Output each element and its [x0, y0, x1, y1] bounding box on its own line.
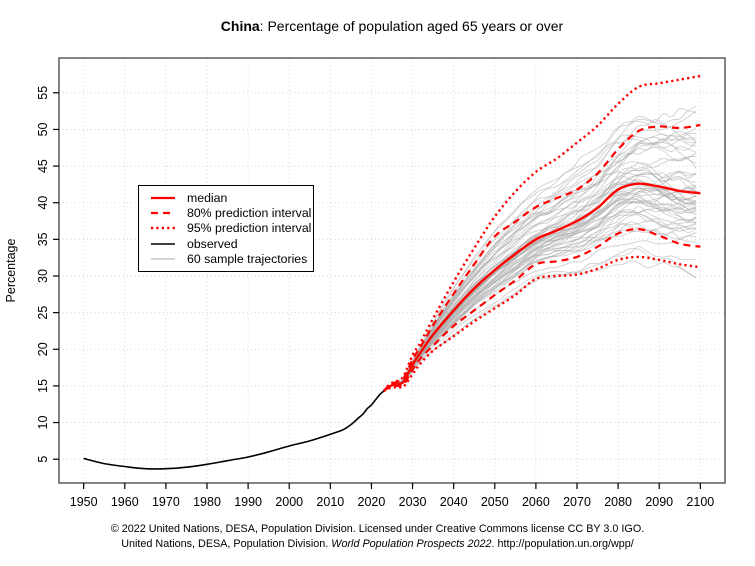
legend-item-trajectories: 60 sample trajectories [139, 252, 313, 267]
trajectory-line [383, 199, 697, 392]
trajectory-line [383, 247, 697, 392]
chart-title-rest: : Percentage of population aged 65 years… [259, 18, 564, 34]
trajectory-line [383, 132, 697, 392]
plot-border [58, 57, 726, 484]
trajectory-line [383, 245, 697, 392]
legend-label: 95% prediction interval [187, 221, 312, 236]
observed-line-sample-icon [151, 243, 175, 245]
chart-title-country: China [220, 18, 260, 34]
x-tick-label: 1950 [70, 495, 98, 509]
x-tick-label: 2010 [316, 495, 344, 509]
footer-source: United Nations, DESA, Population Divisio… [0, 537, 755, 552]
x-tick-label: 1970 [152, 495, 180, 509]
legend-item-median: median [139, 190, 313, 205]
x-tick-label: 1980 [193, 495, 221, 509]
trajectory-line [383, 200, 697, 392]
y-axis-label: Percentage [4, 238, 18, 302]
trajectory-line [383, 157, 697, 392]
x-tick-label: 1960 [111, 495, 139, 509]
footer-source-url: . http://population.un.org/wpp/ [491, 538, 634, 550]
x-tick-label: 1990 [234, 495, 262, 509]
y-tick-label: 50 [36, 122, 50, 136]
x-tick-label: 2080 [604, 495, 632, 509]
trajectory-line [383, 110, 697, 392]
y-tick-label: 25 [36, 306, 50, 320]
legend-box: median 80% prediction interval 95% predi… [138, 185, 314, 272]
y-tick-label: 15 [36, 379, 50, 393]
legend-item-80-interval: 80% prediction interval [139, 205, 313, 220]
series-median [382, 182, 701, 392]
x-tick-label: 2090 [645, 495, 673, 509]
trajectory-line [383, 172, 697, 392]
trajectory-line [383, 182, 697, 392]
series-80-prediction-interval-lower [383, 227, 701, 392]
median-line-sample-icon [151, 196, 175, 199]
x-tick-label: 2000 [275, 495, 303, 509]
trajectory-line [383, 185, 697, 392]
x-tick-label: 2030 [399, 495, 427, 509]
y-tick-label: 20 [36, 342, 50, 356]
sample-trajectories [383, 105, 697, 392]
trajectory-line [383, 197, 697, 392]
legend-item-95-interval: 95% prediction interval [139, 221, 313, 236]
x-tick-label: 2020 [358, 495, 386, 509]
trajectory-line [383, 260, 697, 392]
chart-title: China: Percentage of population aged 65 … [0, 18, 755, 34]
dashed-line-sample-icon [151, 211, 175, 215]
legend-label: observed [187, 236, 238, 251]
trajectory-line [383, 171, 697, 392]
trajectory-line [383, 176, 697, 392]
x-tick-label: 2050 [481, 495, 509, 509]
dotted-line-sample-icon [151, 227, 175, 230]
x-tick-label: 2070 [563, 495, 591, 509]
y-tick-label: 45 [36, 159, 50, 173]
x-tick-label: 2040 [440, 495, 468, 509]
axes: 1950 1960 1970 1980 1990 2000 2010 2020 2030 2040… [36, 86, 714, 509]
trajectory-line [383, 198, 697, 392]
y-tick-label: 35 [36, 232, 50, 246]
x-tick-label: 2100 [686, 495, 714, 509]
legend-label: median [187, 190, 228, 205]
y-tick-label: 5 [36, 456, 50, 463]
series-80-prediction-interval-upper [382, 123, 701, 392]
legend-label: 60 sample trajectories [187, 252, 308, 267]
footer-source-prefix: United Nations, DESA, Population Divisio… [121, 538, 332, 550]
x-tick-label: 2060 [522, 495, 550, 509]
y-tick-label: 10 [36, 416, 50, 430]
trajectory-line [383, 139, 697, 392]
y-tick-label: 30 [36, 269, 50, 283]
trajectory-line [383, 205, 697, 392]
trajectory-line [383, 138, 697, 392]
series-95-prediction-interval-lower [383, 255, 701, 393]
trajectory-line [383, 141, 697, 392]
footer-source-publication: World Population Prospects 2022 [331, 538, 492, 550]
y-tick-label: 40 [36, 196, 50, 210]
footer-copyright: © 2022 United Nations, DESA, Population … [110, 523, 645, 535]
trajectory-line [383, 198, 697, 392]
gray-line-sample-icon [151, 258, 175, 260]
trajectory-line [383, 178, 697, 392]
y-tick-label: 55 [36, 86, 50, 100]
legend-item-observed: observed [139, 236, 313, 251]
series-observed [83, 390, 385, 470]
trajectory-line [383, 198, 697, 392]
legend-label: 80% prediction interval [187, 206, 312, 221]
